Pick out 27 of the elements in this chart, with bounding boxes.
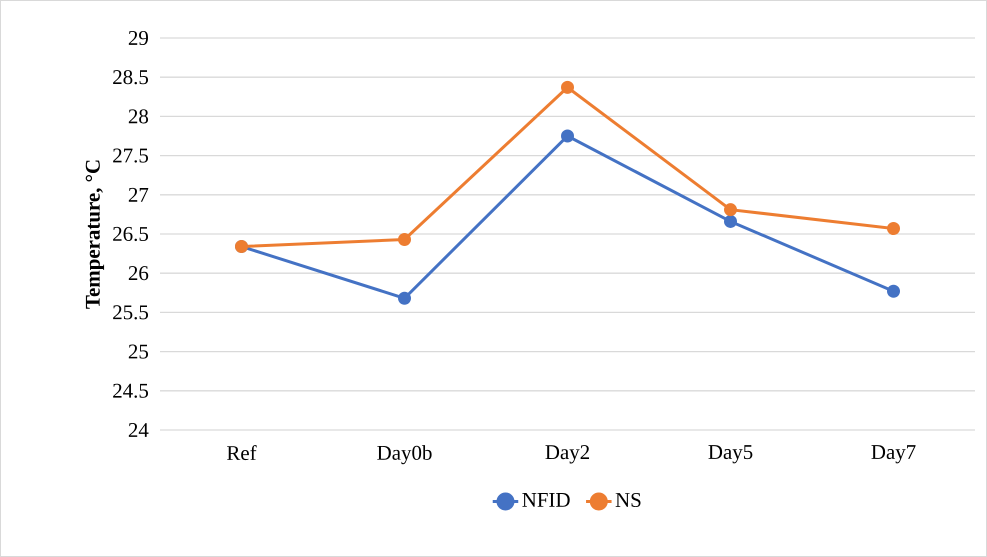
point [724,214,738,228]
y-tick-label: 26 [128,266,148,280]
y-tick-label: 28.5 [113,70,148,84]
x-tick-label: Day2 [545,445,590,464]
y-tick-label: 29 [128,30,148,46]
y-tick-label: 27 [128,188,148,202]
y-tick-label: 27.5 [113,148,148,163]
point [398,232,412,246]
legend-label: NFID [522,493,570,507]
point [561,80,574,94]
point [561,129,574,142]
y-tick-label: 26.5 [113,226,148,242]
y-axis-title: Temperature, °C [86,160,104,309]
y-tick-label: 25.5 [113,305,148,320]
point [887,284,900,298]
point [398,292,412,305]
x-tick-label: Day0b [377,445,432,464]
x-tick-label: Day5 [708,445,752,464]
y-tick-label: 24.5 [113,384,148,398]
y-tick-label: 25 [128,344,148,359]
point [724,203,738,216]
x-tick-label: Ref [227,445,257,460]
y-tick-label: 28 [128,109,148,124]
point [887,222,900,235]
legend-label: NS [616,492,640,508]
y-tick-label: 24 [128,423,149,437]
x-tick-label: Day7 [871,445,916,464]
